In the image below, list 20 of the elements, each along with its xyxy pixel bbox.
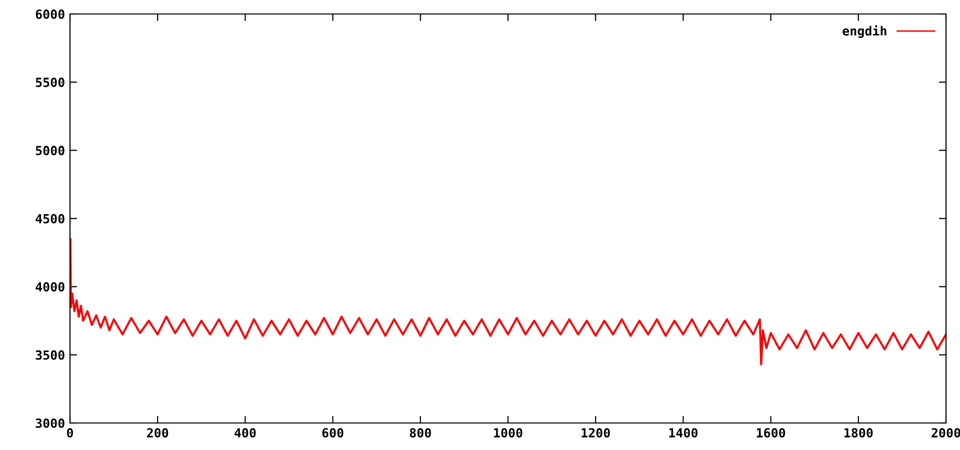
x-tick-label: 400 — [234, 428, 256, 438]
x-tick-label: 1200 — [582, 428, 610, 438]
x-tick-label: 1000 — [494, 428, 522, 438]
y-tick-label: 5000 — [36, 146, 64, 156]
line-series — [70, 238, 946, 366]
y-tick-label: 6000 — [36, 9, 64, 19]
x-tick-label: 1400 — [669, 428, 698, 438]
x-tick-label: 0 — [66, 428, 74, 438]
y-tick-label: 4500 — [36, 214, 64, 224]
x-tick-label: 200 — [147, 428, 168, 438]
x-tick-label: 800 — [410, 428, 431, 438]
y-tick-label: 4000 — [36, 282, 64, 292]
y-tick-label: 3500 — [36, 350, 64, 360]
legend-label: engdih — [842, 25, 886, 38]
x-tick-label: 1600 — [756, 428, 786, 438]
y-tick-label: 5500 — [36, 78, 64, 88]
x-tick-label: 2000 — [932, 428, 960, 438]
y-tick-label: 3000 — [36, 418, 64, 428]
x-tick-label: 600 — [322, 428, 344, 438]
x-tick-label: 1800 — [844, 428, 873, 438]
